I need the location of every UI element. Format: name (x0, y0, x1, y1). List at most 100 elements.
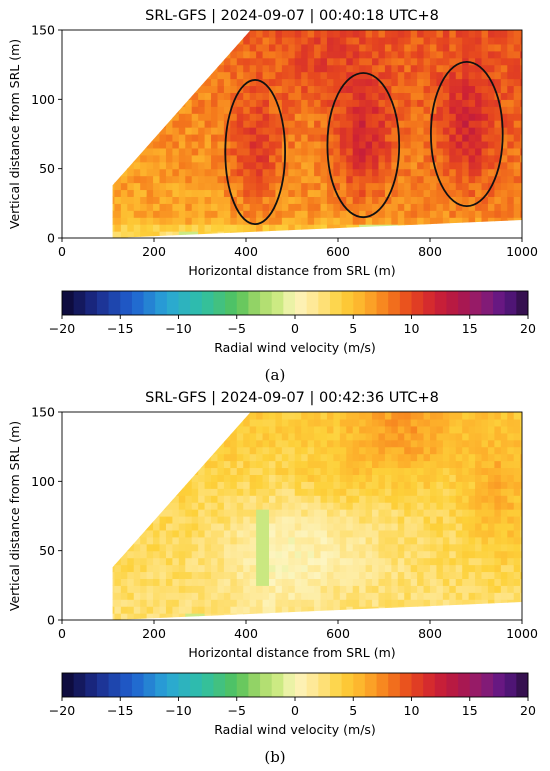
field-cell (513, 113, 521, 121)
field-cell (352, 585, 360, 593)
field-cell (436, 127, 444, 135)
field-cell (417, 571, 425, 579)
colorbar-segment (131, 291, 145, 315)
field-cell (455, 78, 463, 87)
field-cell (120, 168, 128, 177)
field-cell (378, 64, 386, 73)
field-cell (449, 578, 457, 586)
field-cell (262, 522, 270, 531)
field-cell (481, 495, 489, 503)
field-cell (288, 182, 296, 191)
field-cell (494, 599, 502, 607)
field-cell (507, 168, 515, 177)
field-cell (178, 495, 186, 503)
field-cell (475, 92, 483, 100)
field-cell (384, 30, 392, 38)
field-cell (307, 432, 315, 441)
field-cell (475, 106, 483, 114)
field-cell (455, 182, 463, 191)
field-cell (436, 217, 444, 225)
field-cell (153, 592, 161, 600)
field-cell (333, 439, 341, 448)
field-cell (352, 495, 360, 503)
field-cell (410, 502, 418, 510)
field-cell (339, 78, 347, 87)
field-cell (275, 509, 283, 517)
field-cell (430, 134, 438, 142)
field-cell (365, 495, 373, 503)
colorbar-segment (318, 291, 331, 315)
field-cell (326, 502, 334, 510)
colorbar-segment (166, 291, 179, 315)
field-cell (352, 481, 360, 489)
field-cell (326, 85, 334, 93)
field-cell (520, 203, 522, 211)
field-cell (475, 446, 483, 455)
field-cell (288, 106, 296, 114)
field-cell (288, 64, 296, 73)
colorbar-segment (271, 291, 284, 315)
field-cell (513, 71, 521, 80)
field-cell (301, 474, 309, 482)
field-cell (500, 203, 508, 211)
field-cell (494, 78, 502, 87)
field-cell (436, 543, 444, 552)
field-cell (468, 113, 476, 121)
field-cell (307, 578, 315, 586)
field-cell (301, 467, 309, 475)
field-cell (391, 217, 399, 225)
field-cell (359, 154, 367, 163)
field-cell (236, 182, 244, 191)
field-cell (372, 168, 380, 177)
field-cell (185, 509, 193, 517)
highlight-ellipse-1 (224, 79, 287, 226)
field-cell (384, 536, 392, 545)
field-cell (384, 592, 392, 600)
field-cell (185, 106, 193, 114)
field-cell (307, 418, 315, 427)
field-cell (294, 481, 302, 489)
field-cell (442, 412, 450, 420)
field-cell (172, 543, 180, 552)
field-cell (275, 134, 283, 142)
field-cell (217, 217, 225, 225)
field-cell (468, 30, 476, 38)
field-cell (178, 509, 186, 517)
field-cell (462, 536, 470, 545)
field-cell (481, 474, 489, 482)
field-cell (185, 495, 193, 503)
field-cell (462, 439, 470, 448)
field-cell (236, 134, 244, 142)
field-cell (384, 481, 392, 489)
field-cell (513, 529, 521, 538)
field-cell (320, 106, 328, 114)
field-cell (481, 217, 489, 225)
field-cell (275, 412, 283, 420)
field-cell (462, 578, 470, 586)
field-cell (172, 224, 180, 232)
field-cell (339, 217, 347, 225)
field-cell (230, 599, 238, 607)
field-cell (339, 432, 347, 441)
field-cell (339, 529, 347, 538)
field-cell (500, 57, 508, 66)
field-cell (513, 585, 521, 593)
field-cell (404, 203, 412, 211)
field-cell (339, 50, 347, 59)
field-cell (494, 182, 502, 191)
field-cell (520, 196, 522, 204)
field-cell (275, 516, 283, 524)
field-cell (153, 147, 161, 156)
colorbar-segment (143, 673, 156, 697)
field-cell (262, 99, 270, 107)
field-cell (372, 147, 380, 156)
field-cell (500, 502, 508, 510)
field-cell (449, 140, 457, 149)
field-cell (185, 168, 193, 177)
field-cell (249, 446, 257, 455)
field-cell (204, 147, 212, 156)
field-cell (481, 161, 489, 170)
field-cell (346, 453, 354, 462)
field-cell (269, 57, 277, 66)
field-cell (436, 578, 444, 586)
